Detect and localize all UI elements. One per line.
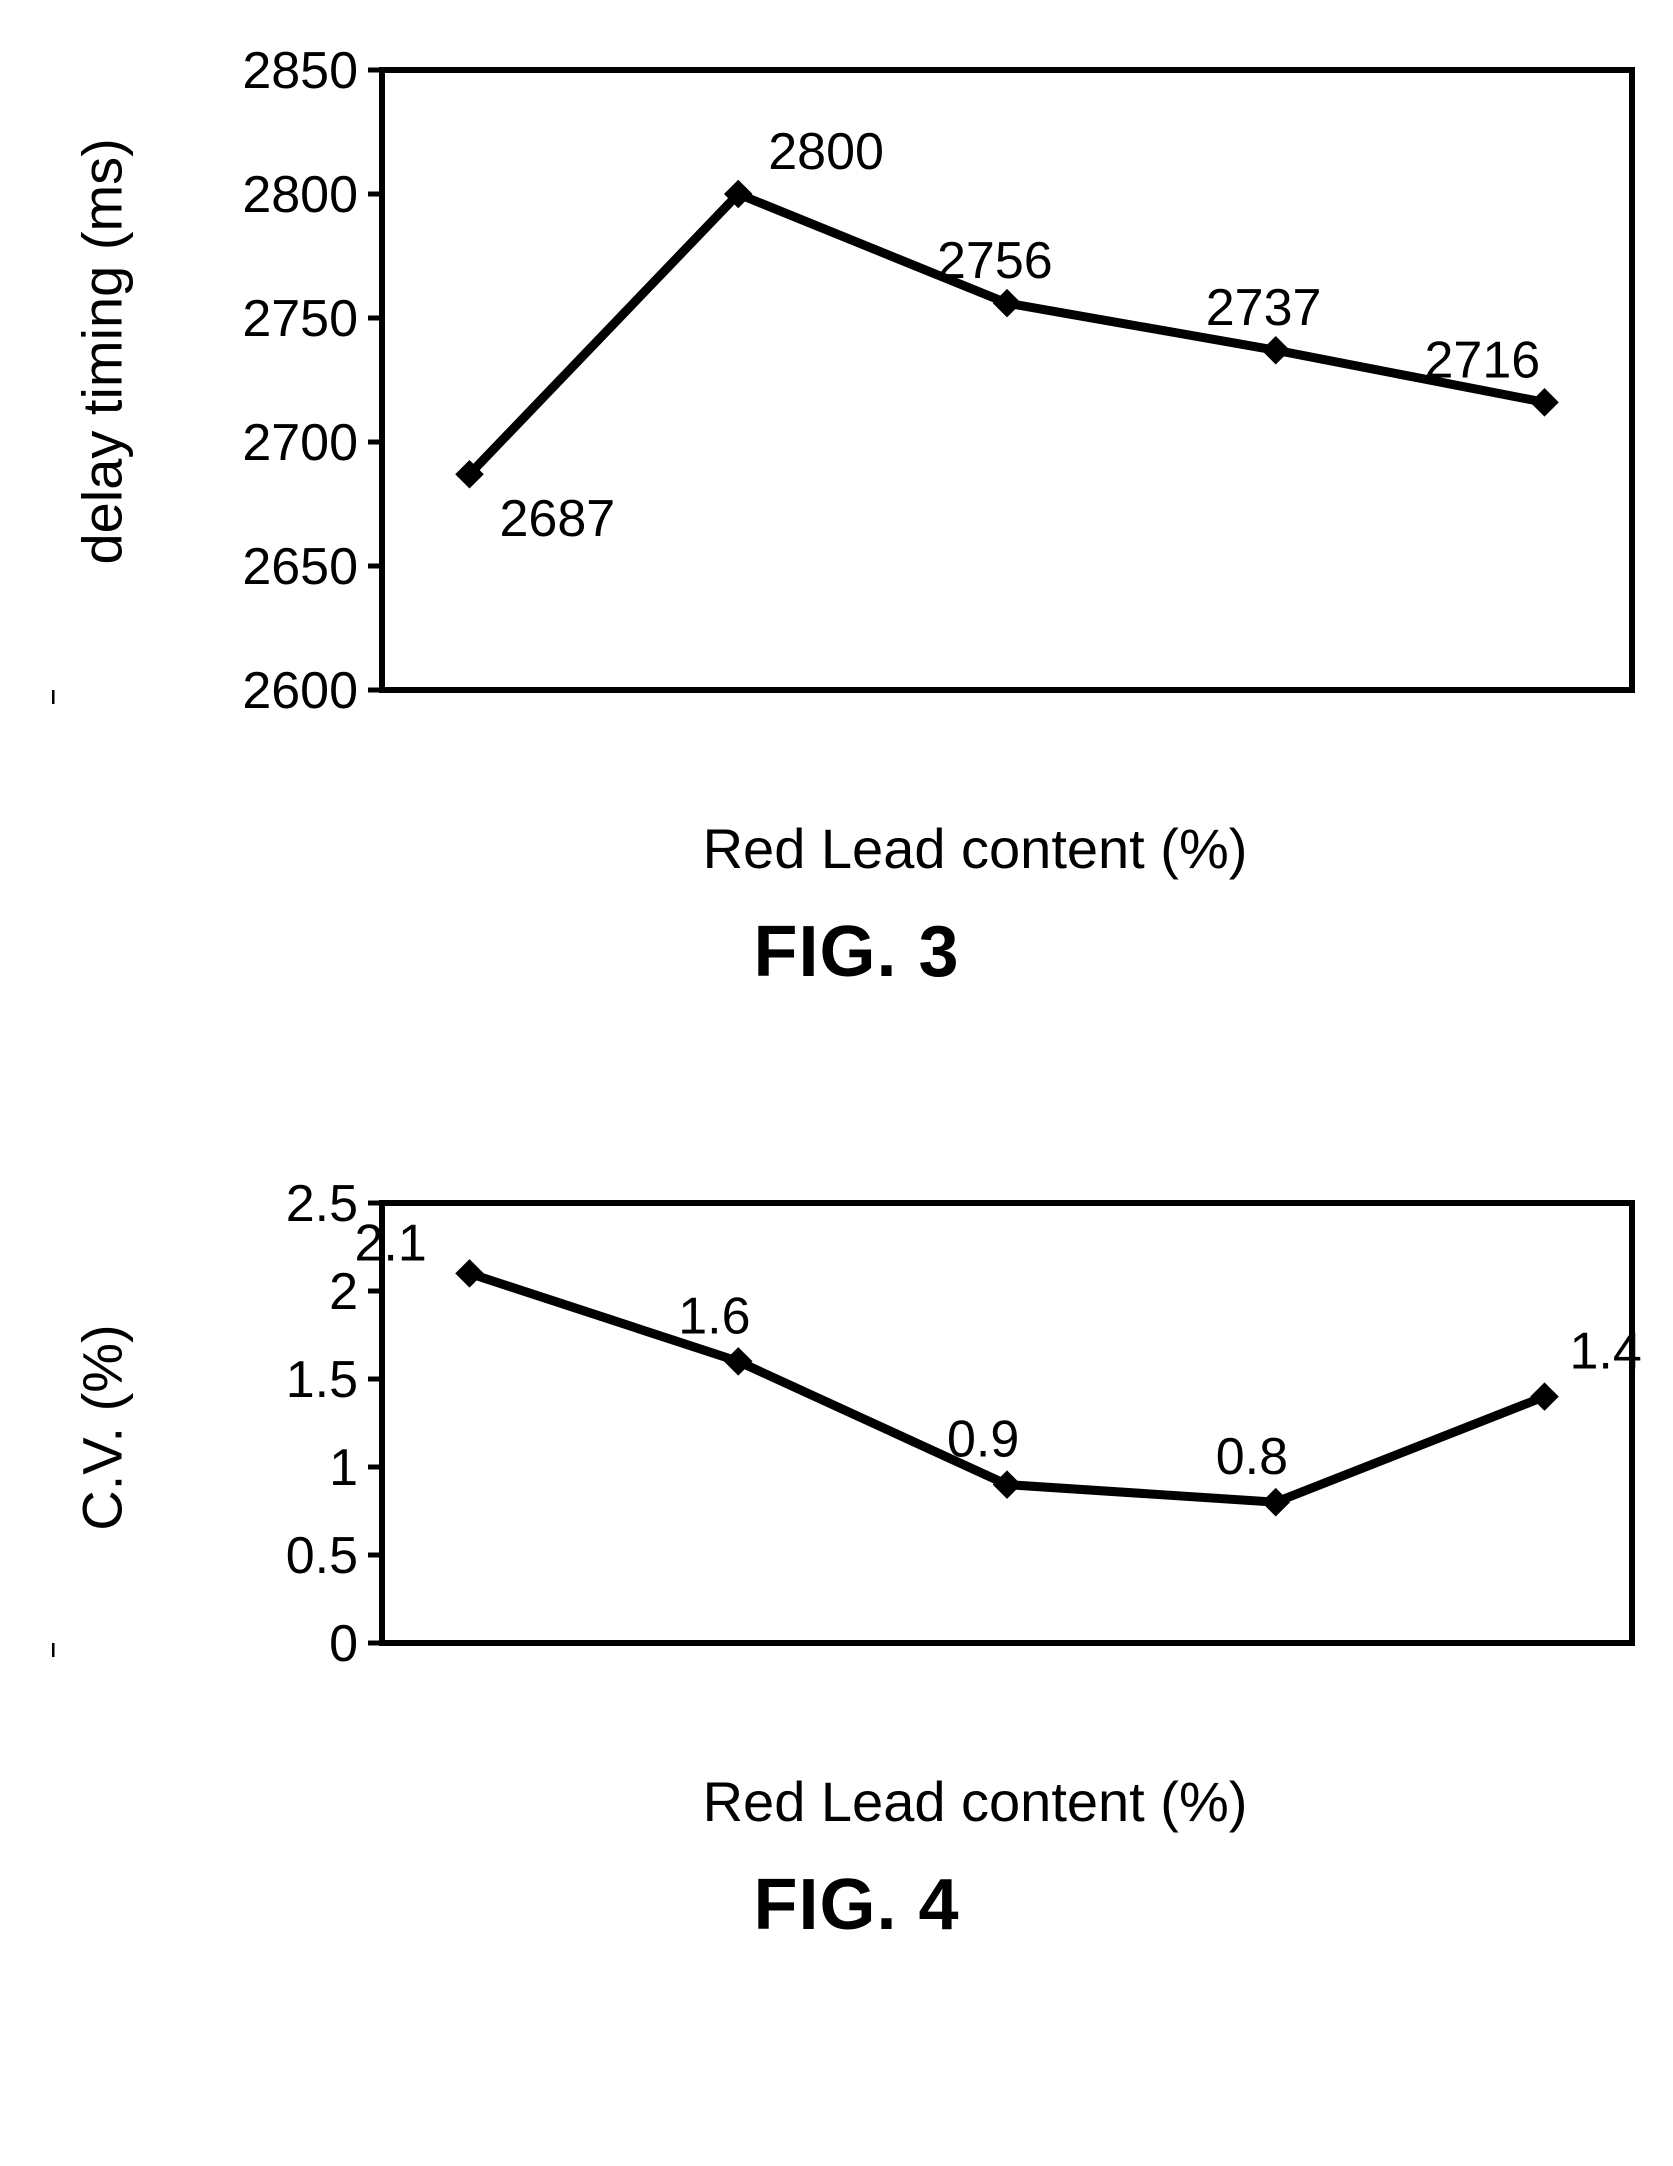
figure-4-svg: 00.511.522.52.11.60.90.81.4 <box>52 1173 1662 1763</box>
figure-4-y-axis-label: C.V. (%) <box>69 1248 134 1608</box>
y-tick-label: 0.5 <box>285 1527 357 1585</box>
y-tick-label: 2650 <box>242 538 358 596</box>
data-point-label: 2.1 <box>354 1214 426 1272</box>
data-point-label: 1.6 <box>678 1287 750 1345</box>
y-tick-label: 2.5 <box>285 1175 357 1233</box>
figure-3-block: delay timing (ms) 2600 2650 2700 2750 2800 28… <box>20 40 1673 993</box>
y-tick-label: 2800 <box>242 166 358 224</box>
figure-3-x-axis-label: Red Lead content (%) <box>20 816 1630 881</box>
figure-3-svg: 2600 2650 2700 2750 2800 2850 2687 2800 2756 2737… <box>52 40 1662 810</box>
y-tick-label: 1.5 <box>285 1351 357 1409</box>
data-point-label: 0.9 <box>947 1411 1019 1469</box>
figure-4-block: C.V. (%) 00.511.522.52.11.60.90.81.4 Red… <box>20 1173 1673 1946</box>
data-point-label: 2716 <box>1424 331 1540 389</box>
y-tick-label: 2700 <box>242 414 358 472</box>
data-point-label: 1.4 <box>1569 1323 1641 1381</box>
figure-4-chart: C.V. (%) 00.511.522.52.11.60.90.81.4 <box>52 1173 1662 1763</box>
page: delay timing (ms) 2600 2650 2700 2750 2800 28… <box>20 40 1673 1946</box>
data-point-label: 2756 <box>937 232 1053 290</box>
data-point-label: 0.8 <box>1215 1428 1287 1486</box>
y-tick-label: 1 <box>329 1439 358 1497</box>
figure-3-caption: FIG. 3 <box>20 911 1673 993</box>
data-point-label: 2737 <box>1205 279 1321 337</box>
y-tick-label: 0 <box>329 1615 358 1673</box>
data-point-label: 2687 <box>499 490 615 548</box>
figure-3-chart: delay timing (ms) 2600 2650 2700 2750 2800 28… <box>52 40 1662 810</box>
figure-3-y-axis-label: delay timing (ms) <box>69 205 134 565</box>
figure-4-caption: FIG. 4 <box>20 1864 1673 1946</box>
y-tick-label: 2850 <box>242 42 358 100</box>
data-point-label: 2800 <box>768 123 884 181</box>
y-tick-label: 2600 <box>242 662 358 720</box>
y-tick-label: 2750 <box>242 290 358 348</box>
figure-4-x-axis-label: Red Lead content (%) <box>20 1769 1630 1834</box>
